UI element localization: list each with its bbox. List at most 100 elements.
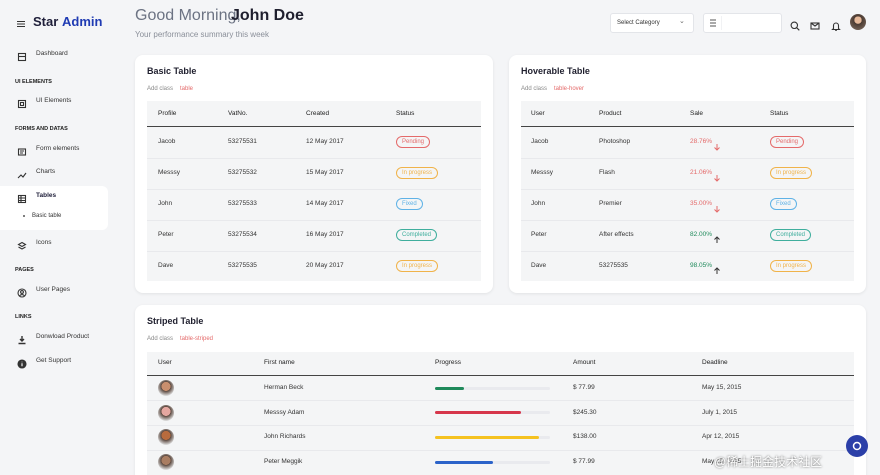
- column-header: Created: [306, 110, 330, 117]
- bell-icon[interactable]: [831, 18, 841, 31]
- nav-icon: [17, 285, 27, 298]
- mail-icon[interactable]: [810, 18, 820, 30]
- cell: Peter: [158, 231, 174, 238]
- column-header: Sale: [690, 110, 704, 117]
- brand-star: Star: [33, 14, 59, 29]
- card-title: Basic Table: [147, 66, 197, 76]
- status-badge: Fixed: [770, 198, 797, 210]
- cell: $ 77.99: [573, 384, 595, 391]
- row-divider: [521, 219, 854, 221]
- status-badge: In progress: [396, 167, 439, 179]
- nav-item[interactable]: Icons: [36, 239, 52, 246]
- cell: Herman Beck: [264, 384, 304, 391]
- nav-item[interactable]: UI Elements: [36, 97, 72, 104]
- card-note: Add class: [147, 86, 174, 92]
- column-header: Deadline: [702, 359, 728, 366]
- settings-fab[interactable]: [846, 435, 868, 457]
- table-bg: [521, 101, 854, 281]
- select-label: Select Category: [617, 20, 660, 26]
- nav-item[interactable]: Form elements: [36, 145, 80, 152]
- cell: John Richards: [264, 433, 306, 441]
- column-header: Status: [770, 110, 789, 117]
- cell: Jacob: [531, 138, 549, 145]
- user-avatar: [158, 454, 174, 471]
- menu-button[interactable]: [16, 16, 26, 28]
- cell: July 1, 2015: [702, 408, 738, 416]
- column-header: Progress: [435, 359, 462, 366]
- row-divider: [521, 250, 854, 252]
- nav-icon: [17, 356, 27, 369]
- avatar[interactable]: [850, 14, 866, 30]
- search-box[interactable]: [703, 13, 782, 33]
- row-divider: [521, 157, 854, 159]
- progress-track: [435, 435, 550, 439]
- cell: $138.00: [573, 433, 597, 441]
- table-head-line: [147, 126, 481, 127]
- status-badge: Pending: [770, 136, 805, 148]
- cell: Messsy: [158, 169, 181, 176]
- watermark: @稀土掘金技术社区: [714, 455, 823, 469]
- trend-arrow: [713, 262, 721, 274]
- card-note: Add class: [521, 86, 548, 92]
- status-badge: Pending: [396, 136, 431, 148]
- row-divider: [147, 157, 481, 159]
- card-code: table-striped: [180, 336, 214, 342]
- progress-bar: [435, 386, 464, 390]
- nav-sub-item[interactable]: Basic table: [32, 213, 62, 219]
- sale-cell: 21.06%: [690, 169, 713, 176]
- trend-arrow: [713, 200, 721, 213]
- cell: 53275534: [228, 231, 257, 238]
- subtitle: Your performance summary this week: [135, 30, 269, 39]
- cell: John: [531, 200, 546, 207]
- row-divider: [147, 449, 854, 451]
- sale-cell: 35.00%: [690, 200, 713, 207]
- cell: $245.30: [573, 408, 597, 416]
- cell: 14 May 2017: [306, 200, 344, 207]
- column-header: VatNo.: [228, 110, 248, 117]
- nav-icon: [17, 238, 27, 250]
- cell: Flash: [599, 169, 615, 176]
- nav-section: PAGES: [15, 267, 34, 273]
- row-divider: [147, 250, 481, 252]
- cell: May 15, 2015: [702, 458, 742, 466]
- nav-icon: [17, 167, 27, 179]
- nav-item[interactable]: User Pages: [36, 286, 70, 293]
- greeting: Good Morning,: [135, 7, 241, 24]
- column-header: Profile: [158, 110, 177, 117]
- nav-item[interactable]: Charts: [36, 168, 56, 175]
- cell: Peter Meggik: [264, 458, 303, 466]
- cell: Jacob: [158, 138, 176, 145]
- card-note: Add class: [147, 336, 174, 342]
- nav-item[interactable]: Get Support: [36, 357, 72, 364]
- column-header: User: [158, 359, 172, 366]
- cell: Peter: [531, 231, 547, 238]
- nav-item[interactable]: Donwload Product: [36, 333, 90, 340]
- user-avatar: [158, 429, 174, 446]
- nav-section: UI ELEMENTS: [15, 79, 52, 85]
- search-icon[interactable]: [790, 18, 800, 31]
- sale-cell: 28.76%: [690, 138, 713, 145]
- nav-item[interactable]: Dashboard: [36, 50, 68, 57]
- cell: Premier: [599, 200, 622, 207]
- cell: May 15, 2015: [702, 384, 742, 391]
- user-avatar: [158, 380, 174, 396]
- cell: 53275535: [228, 262, 257, 269]
- user-name: John Doe: [231, 7, 304, 24]
- column-header: First name: [264, 359, 295, 366]
- table-bg: [147, 101, 481, 281]
- nav-icon: [17, 144, 27, 156]
- brand-admin: Admin: [62, 14, 103, 29]
- cell: Messsy Adam: [264, 408, 305, 416]
- progress-track: [435, 386, 550, 390]
- active-bg: [0, 186, 108, 230]
- status-badge: In progress: [396, 260, 439, 272]
- progress-bar: [435, 460, 493, 464]
- sale-cell: 98.05%: [690, 262, 713, 269]
- nav-item[interactable]: Tables: [36, 192, 57, 199]
- cell: 53275535: [599, 262, 628, 269]
- cell: 15 May 2017: [306, 169, 344, 176]
- category-select[interactable]: Select Category ⌄: [610, 13, 694, 33]
- row-divider: [147, 188, 481, 190]
- column-header: User: [531, 110, 545, 117]
